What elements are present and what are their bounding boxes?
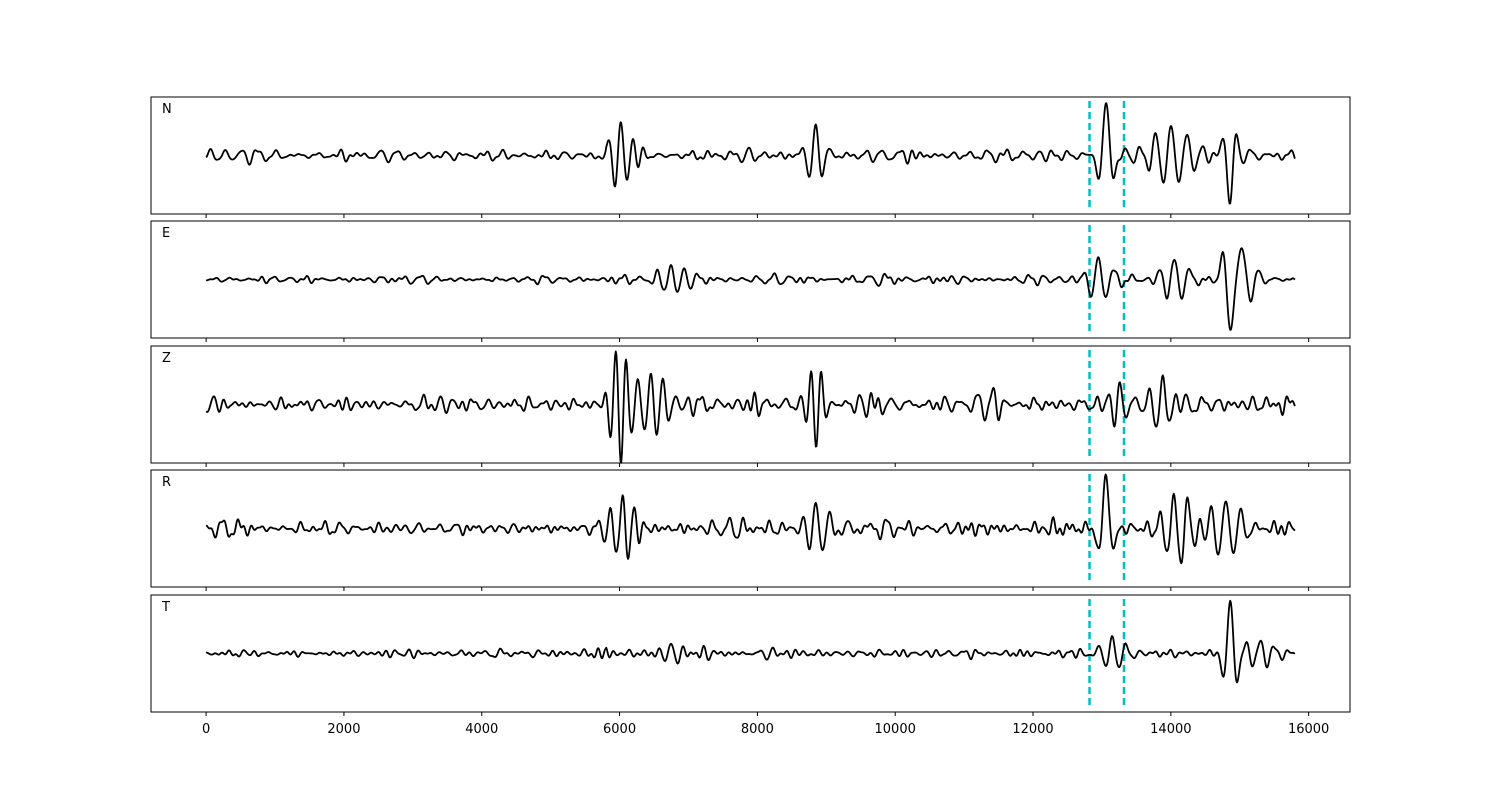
- panel-label-r: R: [162, 475, 171, 490]
- panel-frame: [150, 220, 1351, 339]
- panel-n: N: [150, 96, 1351, 218]
- x-tick-label: 14000: [1150, 722, 1191, 737]
- x-axis: 0 2000 4000 6000 8000 10000 12000 14000 16000: [202, 722, 1329, 737]
- panel-z: Z: [150, 345, 1351, 467]
- x-tick-label: 2000: [327, 722, 360, 737]
- x-tick-label: 4000: [465, 722, 498, 737]
- panel-label-n: N: [162, 102, 172, 117]
- panel-label-z: Z: [162, 351, 171, 366]
- x-tick-label: 0: [202, 722, 210, 737]
- x-tick-label: 8000: [741, 722, 774, 737]
- trace-t: [205, 599, 1296, 684]
- panel-e: E: [150, 220, 1351, 342]
- panel-frame: [150, 469, 1351, 588]
- x-tick-label: 6000: [603, 722, 636, 737]
- trace-z: [205, 350, 1296, 464]
- trace-r: [205, 473, 1296, 565]
- panels-group: N E Z R T: [150, 96, 1351, 716]
- x-tick-label: 10000: [875, 722, 916, 737]
- trace-e: [205, 247, 1296, 331]
- panel-label-t: T: [161, 600, 170, 615]
- panel-r: R: [150, 469, 1351, 591]
- panel-t: T: [150, 594, 1351, 716]
- panel-label-e: E: [162, 226, 170, 241]
- x-tick-label: 16000: [1288, 722, 1329, 737]
- trace-n: [205, 102, 1296, 205]
- panel-frame: [150, 594, 1351, 713]
- panel-frame: [150, 345, 1351, 464]
- panel-frame: [150, 96, 1351, 215]
- x-tick-label: 12000: [1012, 722, 1053, 737]
